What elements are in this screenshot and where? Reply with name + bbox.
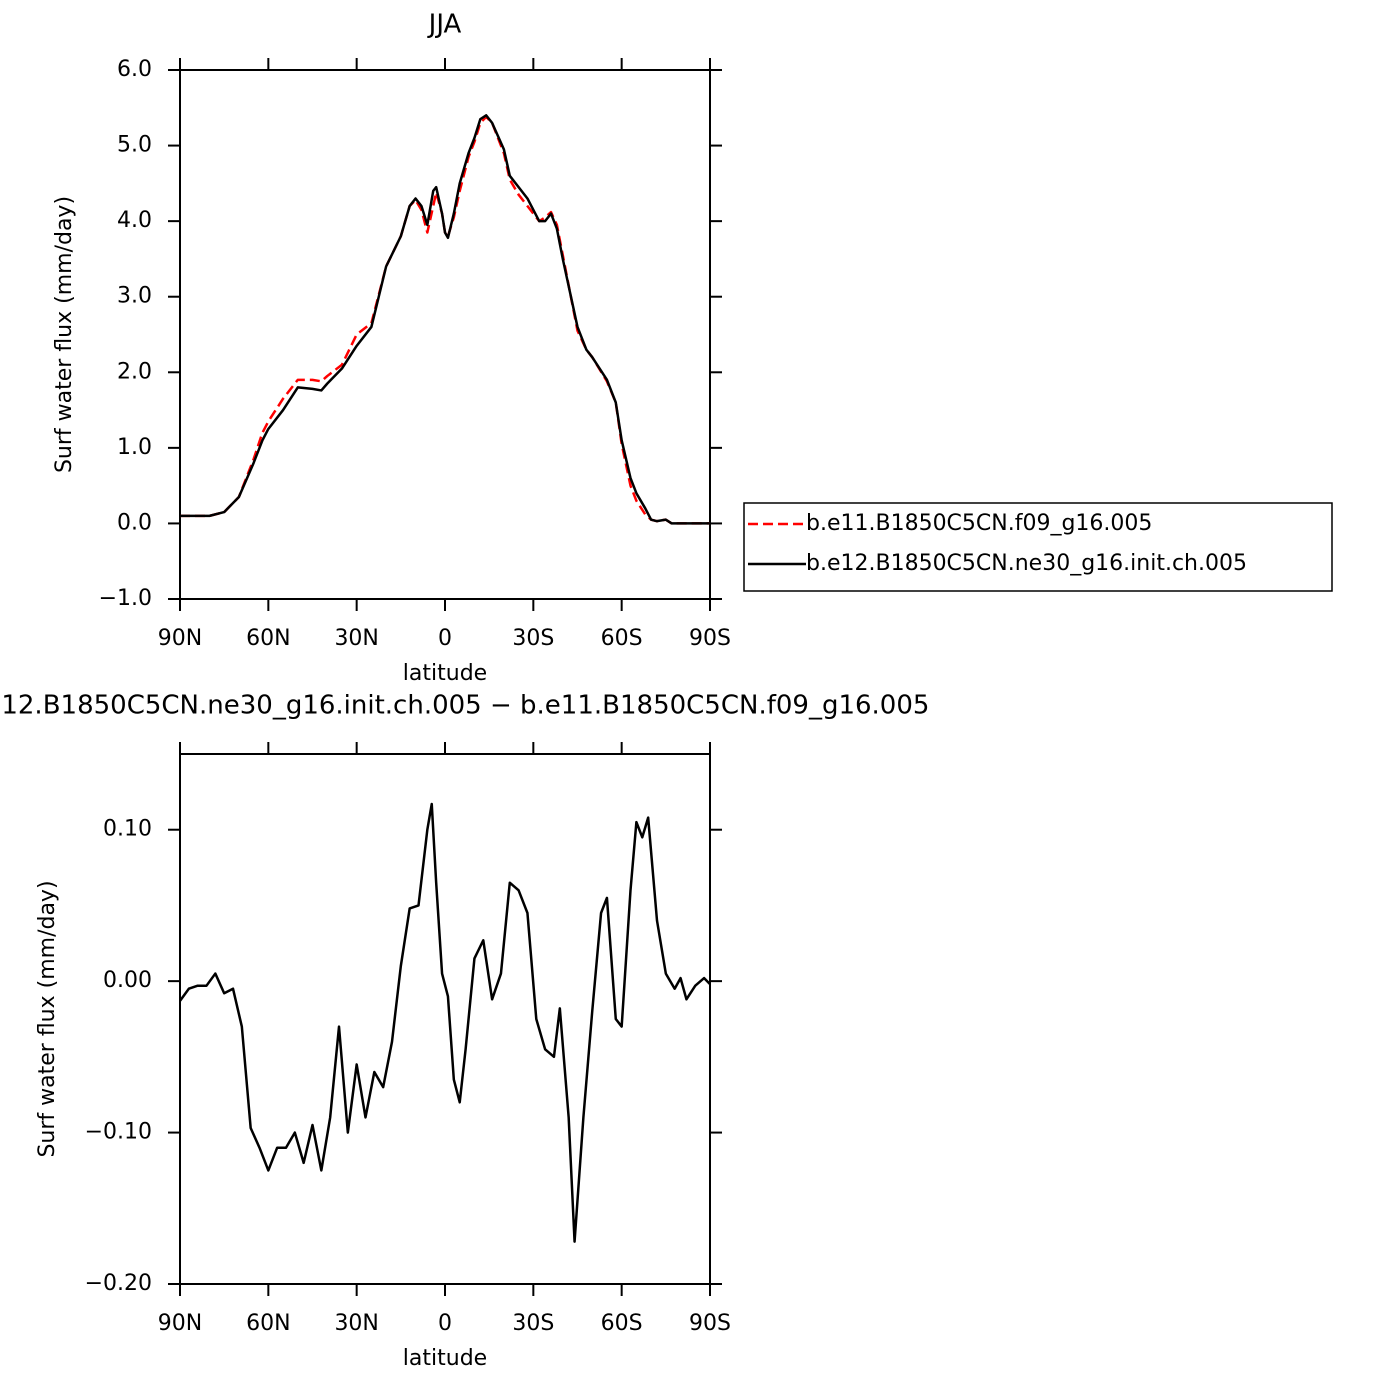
data-line xyxy=(180,114,710,525)
x-tick-label: 90N xyxy=(158,626,202,651)
plot-frame xyxy=(179,69,711,600)
x-tick-label: 30N xyxy=(334,1311,378,1336)
y-tick-label: 0.0 xyxy=(117,510,152,535)
x-axis-label: latitude xyxy=(403,1346,487,1371)
legend-box xyxy=(743,502,1333,592)
x-tick-label: 60S xyxy=(601,626,643,651)
x-tick-label: 30S xyxy=(512,626,554,651)
data-line xyxy=(180,115,710,525)
y-tick-label: 0.00 xyxy=(103,968,152,993)
y-tick-label: 1.0 xyxy=(117,435,152,460)
x-tick-label: 30S xyxy=(512,1311,554,1336)
x-tick-label: 60N xyxy=(246,626,290,651)
x-tick-label: 0 xyxy=(438,626,452,651)
y-axis-label: Surf water flux (mm/day) xyxy=(52,196,77,473)
y-tick-label: 6.0 xyxy=(117,57,152,82)
x-tick-label: 60N xyxy=(246,1311,290,1336)
x-axis-label: latitude xyxy=(403,661,487,686)
x-tick-label: 90S xyxy=(689,1311,731,1336)
y-tick-label: 2.0 xyxy=(117,359,152,384)
y-tick-label: 0.10 xyxy=(103,817,152,842)
y-tick-label: −1.0 xyxy=(99,586,152,611)
legend-label: b.e11.B1850C5CN.f09_g16.005 xyxy=(806,511,1152,536)
y-axis-label: Surf water flux (mm/day) xyxy=(35,880,60,1157)
legend-label: b.e12.B1850C5CN.ne30_g16.init.ch.005 xyxy=(806,551,1247,576)
x-tick-label: 90N xyxy=(158,1311,202,1336)
y-tick-label: 4.0 xyxy=(117,208,152,233)
data-line xyxy=(178,802,711,1243)
plot-frame xyxy=(179,753,711,1285)
x-tick-label: 90S xyxy=(689,626,731,651)
y-tick-label: 5.0 xyxy=(117,133,152,158)
y-tick-label: −0.10 xyxy=(85,1120,152,1145)
y-tick-label: 3.0 xyxy=(117,284,152,309)
x-tick-label: 0 xyxy=(438,1311,452,1336)
x-tick-label: 60S xyxy=(601,1311,643,1336)
x-tick-label: 30N xyxy=(334,626,378,651)
y-tick-label: −0.20 xyxy=(85,1271,152,1296)
chart-title: JJA xyxy=(427,10,462,40)
chart-title: b.e12.B1850C5CN.ne30_g16.init.ch.005 − b… xyxy=(0,691,929,721)
